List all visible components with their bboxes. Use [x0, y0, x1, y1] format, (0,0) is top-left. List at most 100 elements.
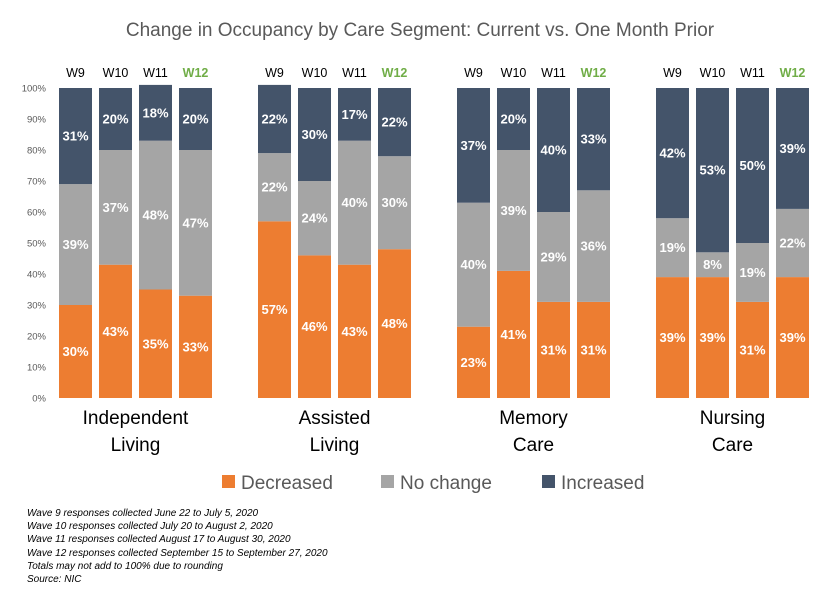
data-label: 31% — [540, 342, 566, 357]
wave-label-w9: W9 — [464, 66, 483, 80]
bar-independent-living-w11-no-change — [139, 140, 172, 290]
bar-nursing-care-w12-increased — [776, 88, 809, 209]
footnote-wave11: Wave 11 responses collected August 17 to… — [27, 534, 291, 546]
data-label: 24% — [301, 211, 327, 226]
y-tick-label: 40% — [27, 270, 47, 281]
wave-label-w10: W10 — [103, 66, 129, 80]
bar-memory-care-w9-increased — [457, 88, 490, 203]
wave-label-w11: W11 — [342, 66, 367, 80]
group-label: Independent — [83, 408, 189, 429]
footnote-wave12: Wave 12 responses collected September 15… — [27, 547, 328, 559]
data-label: 48% — [142, 208, 168, 223]
y-tick-label: 60% — [27, 208, 47, 219]
data-label: 31% — [62, 129, 88, 144]
bar-memory-care-w9-no-change — [457, 202, 490, 327]
bar-assisted-living-w9-no-change — [258, 153, 291, 222]
group-assisted-living: W9 57% 22% 22% W10 46% 24% 30% W11 43% 40% 17% W12 48… — [258, 66, 411, 456]
chart-title: Change in Occupancy by Care Segment: Cur… — [126, 20, 715, 41]
group-memory-care: W9 23% 40% 37% W10 41% 39% 20% W11 31% 29% 40% W12 31… — [457, 66, 610, 456]
wave-label-w9: W9 — [265, 66, 284, 80]
bar-assisted-living-w12-no-change — [378, 156, 411, 250]
data-label: 50% — [739, 158, 765, 173]
data-label: 30% — [62, 344, 88, 359]
bar-memory-care-w12-increased — [577, 88, 610, 191]
data-label: 39% — [62, 237, 88, 252]
y-tick-label: 90% — [27, 115, 47, 126]
data-label: 39% — [779, 330, 805, 345]
data-label: 20% — [500, 112, 526, 127]
data-label: 39% — [659, 330, 685, 345]
bar-nursing-care-w11-decreased — [736, 301, 769, 398]
bar-assisted-living-w10-increased — [298, 88, 331, 181]
data-label: 40% — [341, 195, 367, 210]
data-label: 18% — [142, 105, 168, 120]
bar-independent-living-w12-no-change — [179, 150, 212, 296]
wave-label-w11: W11 — [541, 66, 566, 80]
bar-independent-living-w11-decreased — [139, 289, 172, 398]
bar-assisted-living-w12-decreased — [378, 249, 411, 398]
data-label: 40% — [460, 257, 486, 272]
y-tick-label: 30% — [27, 301, 47, 312]
bar-memory-care-w12-no-change — [577, 190, 610, 302]
group-label: Care — [712, 435, 753, 456]
data-label: 53% — [699, 163, 725, 178]
group-label: Care — [513, 435, 554, 456]
bar-assisted-living-w9-decreased — [258, 221, 291, 398]
legend: Decreased No change Increased — [222, 473, 644, 494]
bar-memory-care-w9-decreased — [457, 326, 490, 398]
group-label: Assisted — [299, 408, 371, 429]
data-label: 20% — [182, 112, 208, 127]
y-tick-label: 0% — [32, 394, 46, 405]
wave-label-w12: W12 — [581, 66, 607, 80]
data-label: 22% — [261, 180, 287, 195]
bar-independent-living-w9-no-change — [59, 184, 92, 305]
data-label: 19% — [659, 240, 685, 255]
bar-nursing-care-w10-decreased — [696, 277, 729, 398]
data-label: 36% — [580, 239, 606, 254]
data-label: 48% — [381, 316, 407, 331]
footnotes: Wave 9 responses collected June 22 to Ju… — [27, 507, 328, 586]
data-label: 30% — [381, 195, 407, 210]
wave-label-w10: W10 — [700, 66, 726, 80]
data-label: 33% — [182, 339, 208, 354]
data-label: 46% — [301, 319, 327, 334]
data-label: 31% — [739, 342, 765, 357]
bar-nursing-care-w9-decreased — [656, 277, 689, 398]
bars-layer: W9 30% 39% 31% W10 43% 37% 20% W11 35% 48% 18% W12 33… — [59, 66, 809, 456]
data-label: 8% — [703, 257, 722, 272]
y-tick-label: 70% — [27, 177, 47, 188]
group-nursing-care: W9 39% 19% 42% W10 39% 8% 53% W11 31% 19% 50% W12 39%… — [656, 66, 809, 456]
bar-nursing-care-w11-increased — [736, 88, 769, 243]
y-axis: 0% 10% 20% 30% 40% 50% 60% 70% 80% 90% 100% — [22, 84, 47, 405]
legend-label-decreased: Decreased — [241, 473, 333, 494]
bar-assisted-living-w9-increased — [258, 84, 291, 154]
footnote-wave10: Wave 10 responses collected July 20 to A… — [27, 521, 273, 533]
y-tick-label: 50% — [27, 239, 47, 250]
wave-label-w11: W11 — [740, 66, 765, 80]
data-label: 31% — [580, 342, 606, 357]
bar-independent-living-w9-increased — [59, 88, 92, 185]
bar-independent-living-w12-increased — [179, 88, 212, 150]
bar-independent-living-w10-increased — [99, 88, 132, 150]
bar-memory-care-w10-no-change — [497, 150, 530, 271]
data-label: 20% — [102, 112, 128, 127]
bar-assisted-living-w12-increased — [378, 88, 411, 157]
bar-independent-living-w10-decreased — [99, 264, 132, 398]
data-label: 39% — [779, 141, 805, 156]
y-tick-label: 100% — [22, 84, 47, 95]
bar-nursing-care-w9-no-change — [656, 218, 689, 278]
bar-nursing-care-w10-increased — [696, 88, 729, 253]
data-label: 43% — [341, 324, 367, 339]
data-label: 41% — [500, 327, 526, 342]
data-label: 19% — [739, 265, 765, 280]
data-label: 42% — [659, 146, 685, 161]
bar-nursing-care-w12-no-change — [776, 208, 809, 278]
data-label: 37% — [102, 200, 128, 215]
legend-label-increased: Increased — [561, 473, 644, 494]
bar-assisted-living-w11-decreased — [338, 264, 371, 398]
data-label: 39% — [699, 330, 725, 345]
bar-assisted-living-w10-no-change — [298, 181, 331, 256]
bar-assisted-living-w11-no-change — [338, 140, 371, 265]
data-label: 57% — [261, 302, 287, 317]
